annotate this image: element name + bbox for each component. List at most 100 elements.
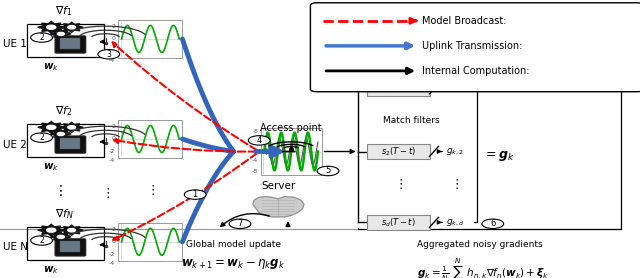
Circle shape [47,228,56,232]
Text: $\boldsymbol{w}_{k+1} = \boldsymbol{w}_k - \eta_k \boldsymbol{g}_k$: $\boldsymbol{w}_{k+1} = \boldsymbol{w}_k… [181,257,286,271]
Circle shape [317,166,339,176]
Bar [261,128,322,175]
Text: -4: -4 [252,158,258,163]
Polygon shape [51,29,71,38]
Bar [27,24,104,57]
Text: $= \boldsymbol{g}_k$: $= \boldsymbol{g}_k$ [483,149,515,163]
Circle shape [31,236,52,245]
Text: $s_d(T-t)$: $s_d(T-t)$ [381,216,416,229]
Circle shape [58,235,64,239]
Circle shape [68,229,76,232]
Circle shape [58,32,64,35]
Text: -4: -4 [109,158,115,163]
Polygon shape [38,21,65,33]
Polygon shape [38,224,65,236]
FancyBboxPatch shape [367,82,430,96]
FancyBboxPatch shape [55,239,86,256]
Text: UE N: UE N [3,242,28,252]
Polygon shape [38,121,65,133]
Text: $g_{k,d}$: $g_{k,d}$ [446,217,465,228]
Text: 6: 6 [490,219,495,228]
Text: 4: 4 [253,140,258,145]
Text: Model Broadcast:: Model Broadcast: [422,16,507,26]
Bar [118,20,182,58]
Circle shape [58,133,64,136]
Circle shape [31,133,52,142]
Text: -8: -8 [252,169,258,174]
FancyBboxPatch shape [310,3,640,92]
Text: 2: 2 [39,236,44,245]
Text: Global model update: Global model update [186,240,281,249]
Text: 2: 2 [39,33,44,42]
Text: UE 2: UE 2 [3,140,27,150]
Text: 3: 3 [106,50,111,59]
Text: $\boldsymbol{w}_k$: $\boldsymbol{w}_k$ [43,264,60,276]
Text: $\boldsymbol{g}_k = \frac{1}{N}\sum_{n=1}^{N} h_{n,k}\nabla f_n\left(\boldsymbol: $\boldsymbol{g}_k = \frac{1}{N}\sum_{n=1… [417,257,549,278]
Text: $\nabla f_2$: $\nabla f_2$ [55,104,73,118]
Text: -4: -4 [109,58,115,63]
Text: $\boldsymbol{w}_k$: $\boldsymbol{w}_k$ [43,61,60,73]
Text: Uplink Transmission:: Uplink Transmission: [422,41,523,51]
Text: 2: 2 [39,133,44,142]
Text: $\vdots$: $\vdots$ [52,183,63,198]
Circle shape [47,25,56,29]
Text: $\vdots$: $\vdots$ [450,177,459,191]
Text: $\vdots$: $\vdots$ [394,177,403,191]
Text: Match filters: Match filters [383,116,440,125]
Text: $\nabla f_1$: $\nabla f_1$ [55,4,73,18]
Text: $\vdots$: $\vdots$ [146,183,155,197]
FancyBboxPatch shape [55,36,86,53]
Circle shape [47,125,56,129]
Text: -2: -2 [109,252,115,257]
Polygon shape [60,22,83,32]
Polygon shape [253,197,304,217]
Circle shape [31,33,52,42]
Text: -4: -4 [109,261,115,266]
Bar [60,241,81,252]
Text: 4: 4 [257,136,262,145]
Text: 1: 1 [193,190,198,199]
Polygon shape [51,130,71,138]
Text: 0: 0 [111,136,115,142]
Text: $s_1(T-t)$: $s_1(T-t)$ [381,83,416,95]
Circle shape [229,219,251,229]
Text: $\boldsymbol{w}_k$: $\boldsymbol{w}_k$ [43,161,60,173]
Text: $\vdots$: $\vdots$ [101,186,110,200]
Bar [60,138,81,149]
Text: 8: 8 [253,129,258,134]
FancyBboxPatch shape [55,136,86,153]
Polygon shape [60,225,83,235]
Polygon shape [51,232,71,241]
Text: $g_{k,2}$: $g_{k,2}$ [446,146,464,157]
Text: Aggregated noisy gradients: Aggregated noisy gradients [417,240,543,249]
Text: -2: -2 [109,49,115,54]
Text: 2: 2 [111,24,115,29]
Text: Internal Computation:: Internal Computation: [422,66,530,76]
Text: $g_{k,1}$: $g_{k,1}$ [446,84,464,94]
Circle shape [68,126,76,129]
Text: Server: Server [261,181,296,191]
Text: Access point: Access point [260,123,322,133]
Text: $\nabla f_N$: $\nabla f_N$ [54,207,74,221]
Bar [118,223,182,261]
Text: 2: 2 [111,124,115,129]
Text: 0: 0 [111,36,115,41]
FancyBboxPatch shape [367,144,430,159]
Circle shape [248,136,270,145]
Text: UE 1: UE 1 [3,39,27,49]
FancyBboxPatch shape [367,215,430,230]
Text: 2: 2 [111,227,115,232]
Bar [27,227,104,260]
Text: 7: 7 [237,219,243,228]
Polygon shape [60,122,83,132]
Bar [27,124,104,157]
Text: 0: 0 [253,149,258,154]
Circle shape [98,49,120,59]
Circle shape [184,190,206,199]
Circle shape [482,219,504,229]
Circle shape [68,26,76,29]
Bar [118,120,182,158]
Text: $s_2(T-t)$: $s_2(T-t)$ [381,145,416,158]
Text: 5: 5 [325,167,331,175]
Bar [60,38,81,49]
